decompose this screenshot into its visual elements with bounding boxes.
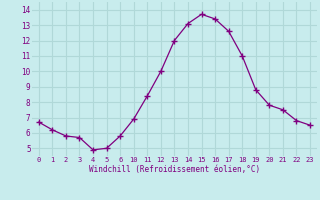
X-axis label: Windchill (Refroidissement éolien,°C): Windchill (Refroidissement éolien,°C) <box>89 165 260 174</box>
